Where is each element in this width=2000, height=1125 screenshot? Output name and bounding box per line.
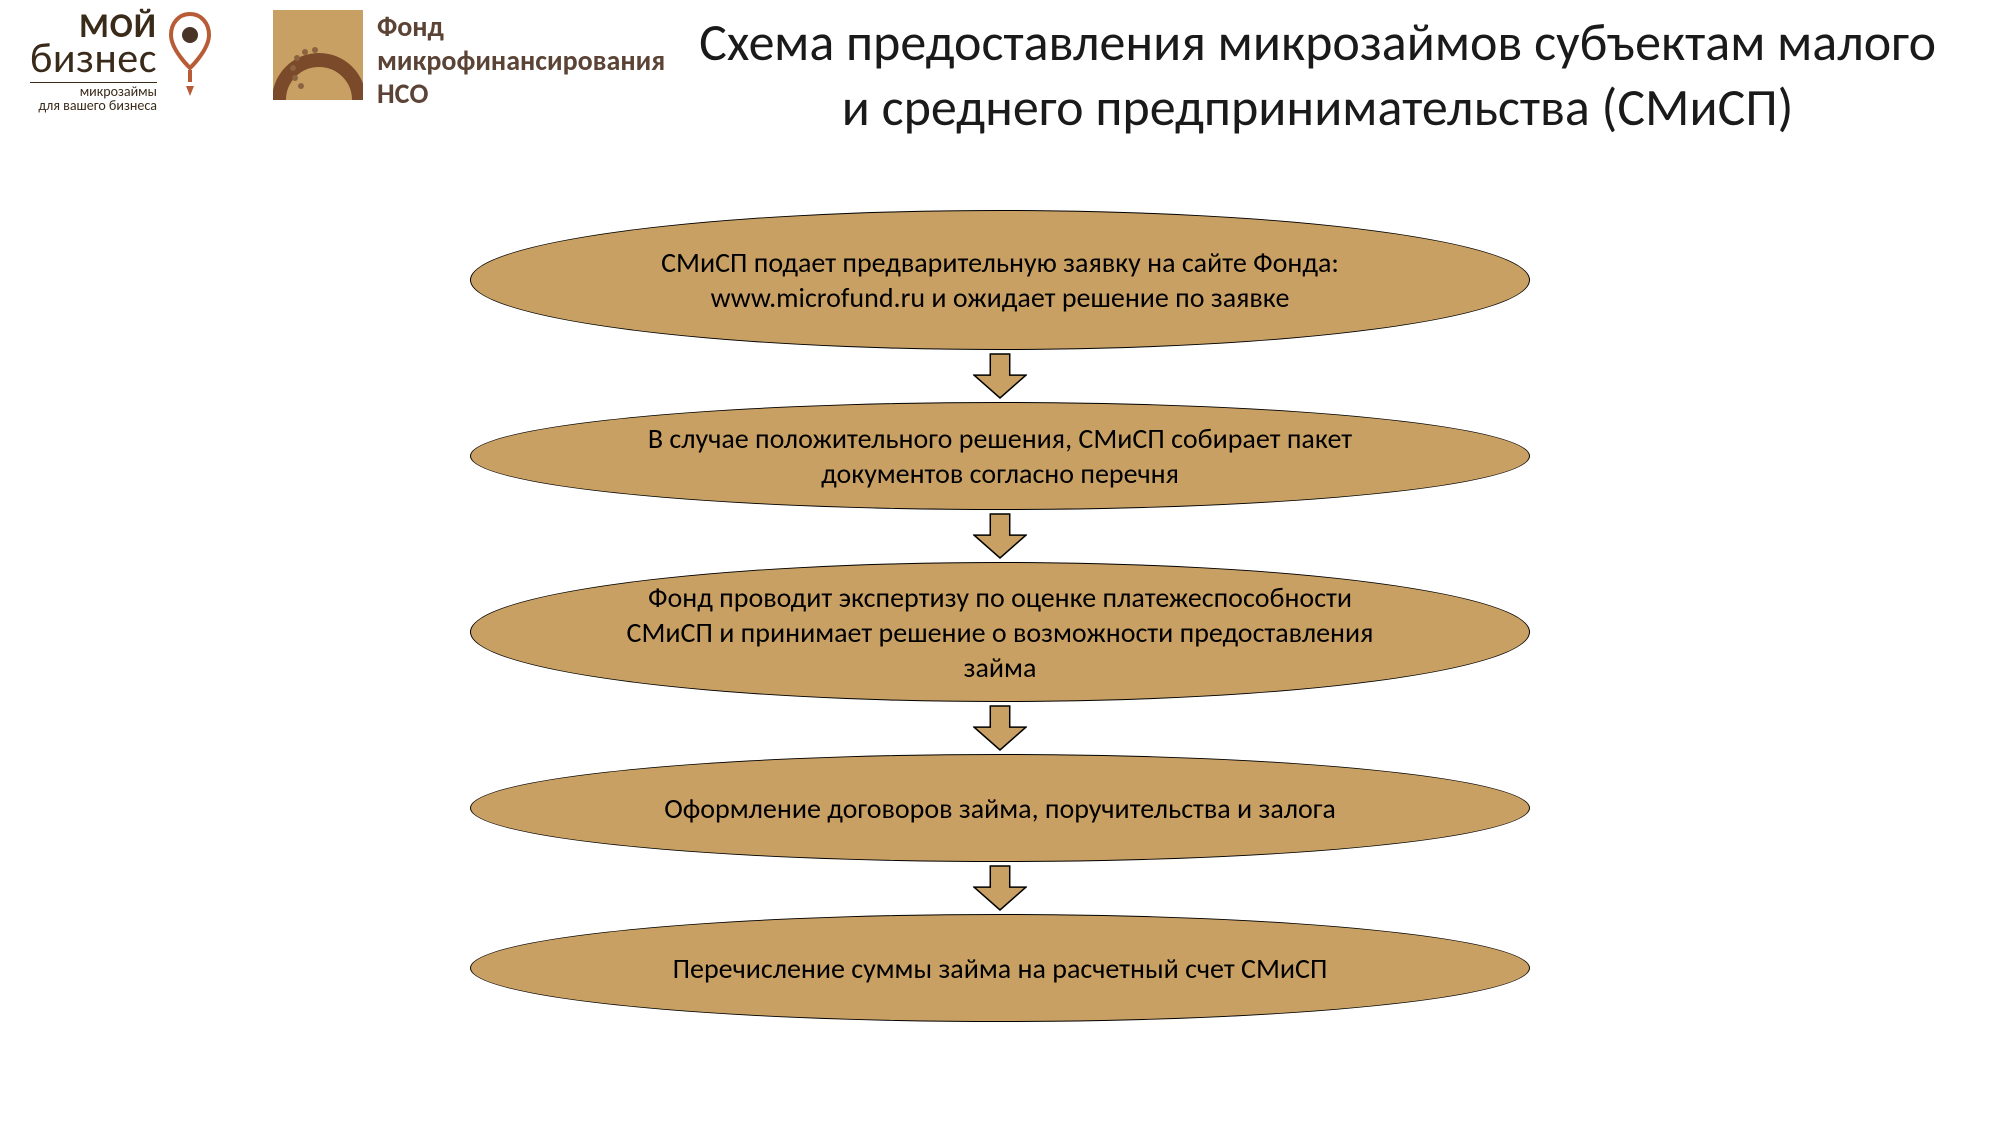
pin-icon (167, 10, 213, 105)
flow-node-4: Оформление договоров займа, поручительст… (470, 754, 1530, 862)
flow-node-2: В случае положительного решения, СМиСП с… (470, 402, 1530, 510)
logo2-line1: Фонд (377, 10, 665, 44)
header: МОЙ бизнес микрозаймы для вашего бизнеса (0, 0, 2000, 140)
flow-node-3: Фонд проводит экспертизу по оценке плате… (470, 562, 1530, 702)
flow-node-text: Фонд проводит экспертизу по оценке плате… (611, 580, 1389, 685)
process-flowchart: СМиСП подает предварительную заявку на с… (470, 210, 1530, 1022)
logo2-line2: микрофинансирования (377, 44, 665, 78)
flow-node-5: Перечисление суммы займа на расчетный сч… (470, 914, 1530, 1022)
flow-node-1: СМиСП подает предварительную заявку на с… (470, 210, 1530, 350)
fund-icon (273, 10, 363, 100)
logo1-line2: бизнес (30, 38, 157, 80)
page-title: Схема предоставления микрозаймов субъект… (665, 10, 1970, 140)
logo-fond-nso: Фонд микрофинансирования НСО (273, 10, 665, 111)
arrow-down-icon (973, 705, 1027, 751)
arrow-down-icon (973, 353, 1027, 399)
logo-moy-biznes: МОЙ бизнес микрозаймы для вашего бизнеса (30, 10, 213, 113)
flow-node-text: Перечисление суммы займа на расчетный сч… (611, 951, 1389, 986)
logo2-text: Фонд микрофинансирования НСО (377, 10, 665, 111)
arrow-down-icon (973, 865, 1027, 911)
logo2-line3: НСО (377, 77, 665, 111)
logo1-line4: для вашего бизнеса (30, 99, 157, 113)
logo1-text: МОЙ бизнес микрозаймы для вашего бизнеса (30, 10, 157, 113)
logos-region: МОЙ бизнес микрозаймы для вашего бизнеса (30, 10, 665, 113)
flow-node-text: В случае положительного решения, СМиСП с… (611, 421, 1389, 491)
flow-node-text: СМиСП подает предварительную заявку на с… (611, 245, 1389, 315)
flow-node-text: Оформление договоров займа, поручительст… (611, 791, 1389, 826)
arrow-down-icon (973, 513, 1027, 559)
